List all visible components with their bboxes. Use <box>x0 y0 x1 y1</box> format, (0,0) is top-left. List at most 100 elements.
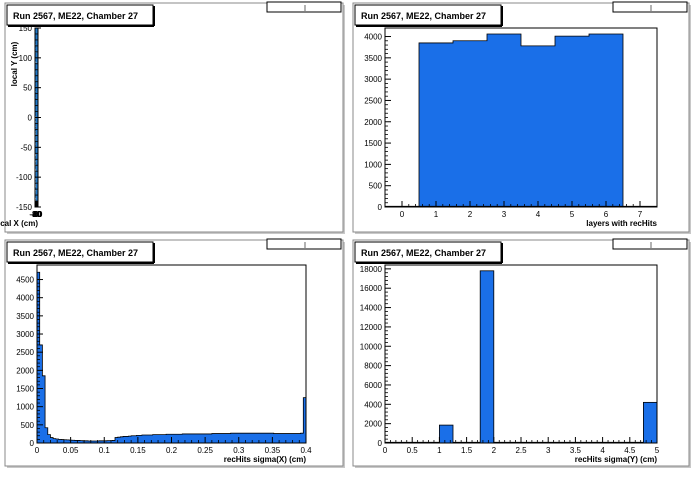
data-point <box>36 163 38 165</box>
panel-title: Run 2567, ME22, Chamber 27 <box>6 241 155 264</box>
data-point <box>35 89 37 90</box>
data-point <box>35 38 37 40</box>
data-point <box>36 134 38 136</box>
data-point <box>36 50 38 52</box>
x-tick-label: 4 <box>536 210 541 219</box>
x-tick-label: 0.15 <box>130 446 146 455</box>
data-point <box>35 77 37 79</box>
data-point <box>36 96 38 98</box>
data-point <box>36 143 38 145</box>
x-tick-label: 3 <box>502 210 507 219</box>
panel-frame <box>4 2 344 233</box>
data-point <box>36 192 38 194</box>
data-point <box>36 119 38 121</box>
data-point <box>36 199 38 200</box>
data-point <box>35 162 37 164</box>
data-point <box>36 84 38 86</box>
data-point <box>36 76 37 78</box>
chart-title: Run 2567, ME22, Chamber 27 <box>361 248 486 258</box>
data-point <box>36 148 38 150</box>
x-tick-label: 0.35 <box>265 446 281 455</box>
data-point <box>35 35 37 37</box>
data-point <box>36 45 38 47</box>
data-point <box>36 191 38 193</box>
data-point <box>35 144 37 146</box>
data-point <box>36 35 38 37</box>
y-tick-label: 2500 <box>16 348 34 357</box>
data-point <box>35 98 37 100</box>
y-tick-label: 0 <box>378 439 383 448</box>
data-point <box>36 131 37 132</box>
data-point <box>36 180 38 182</box>
x-tick-label: 2.5 <box>515 446 527 455</box>
data-point <box>36 113 38 115</box>
y-tick-label: 3500 <box>16 312 34 321</box>
data-point <box>35 160 37 162</box>
x-tick-label: 80 <box>34 210 43 219</box>
x-axis-label: local X (cm) <box>0 219 38 228</box>
plot-area <box>385 270 657 443</box>
bar-series <box>37 271 306 443</box>
data-point <box>36 104 38 106</box>
data-point <box>35 131 37 133</box>
data-point <box>36 31 37 33</box>
data-point <box>35 35 37 37</box>
data-point <box>36 91 38 93</box>
x-tick-label: 40 <box>33 210 42 219</box>
data-point <box>35 54 37 55</box>
histogram-bars <box>37 271 306 443</box>
data-point <box>36 70 38 72</box>
data-point <box>36 159 38 161</box>
data-point <box>36 147 38 149</box>
y-tick-label: 1500 <box>364 139 382 148</box>
y-axis: 0 500 1000 1500 2000 2500 3000 3500 4000 4500 <box>16 276 43 448</box>
data-point <box>35 156 37 158</box>
data-point <box>36 76 38 78</box>
panel-frame <box>4 239 344 467</box>
data-point <box>36 192 38 194</box>
histogram-bars <box>418 33 624 207</box>
y-axis: 0 2000 4000 6000 8000 10000 12000 14000 16000 180… <box>360 265 391 448</box>
data-point <box>36 49 38 51</box>
data-point <box>36 137 38 139</box>
data-point <box>36 133 38 135</box>
data-point <box>35 49 37 50</box>
data-point <box>35 43 37 44</box>
data-point <box>36 177 38 179</box>
data-point <box>35 151 37 153</box>
data-point <box>36 62 38 64</box>
data-point <box>36 74 38 76</box>
data-point <box>36 34 38 36</box>
data-point <box>36 179 38 181</box>
y-tick-label: 1000 <box>16 403 34 412</box>
data-point <box>35 36 37 38</box>
bar-series <box>385 33 657 207</box>
data-point <box>36 169 38 171</box>
data-point <box>35 111 37 113</box>
data-point <box>36 154 38 156</box>
data-point <box>35 119 37 121</box>
data-point <box>36 82 38 84</box>
data-point <box>35 149 37 151</box>
y-tick-label: 18000 <box>360 265 383 274</box>
data-point <box>35 80 37 82</box>
stats-box-frame <box>612 1 688 13</box>
data-point <box>36 162 38 164</box>
bar <box>438 424 454 443</box>
data-point <box>36 174 38 176</box>
data-point <box>35 191 37 193</box>
stats-box <box>266 1 342 13</box>
data-point <box>35 150 37 152</box>
data-point <box>35 44 37 46</box>
data-point <box>36 155 38 157</box>
y-tick-label: -100 <box>16 173 33 182</box>
stats-box-frame <box>612 238 688 250</box>
data-point <box>36 125 38 127</box>
data-point <box>35 125 37 127</box>
data-point <box>36 195 38 197</box>
